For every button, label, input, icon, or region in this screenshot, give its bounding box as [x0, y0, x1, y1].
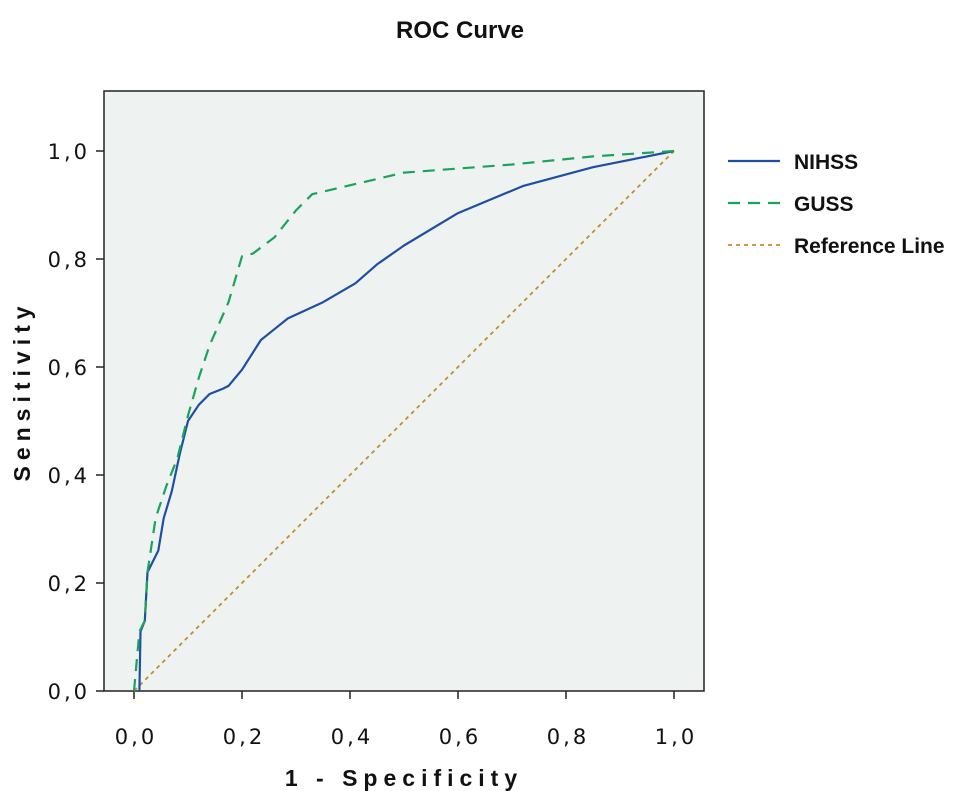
legend-label: NIHSS [794, 151, 858, 174]
legend-label: Reference Line [794, 235, 945, 258]
series-line-nihss [138, 149, 675, 692]
legend: NIHSS GUSS Reference Line [728, 151, 945, 258]
y-tick-label: 1,0 [48, 140, 90, 164]
series-line-guss [132, 149, 675, 692]
x-axis-label: 1 - Specificity [285, 765, 523, 791]
x-tick-label: 0,6 [439, 725, 481, 749]
series-group [132, 149, 675, 692]
y-tick-label: 0,8 [48, 248, 90, 272]
x-tick-label: 0,8 [547, 725, 589, 749]
axis-ticks: 0,0 0,2 0,4 0,6 0,8 1,0 0,0 0,2 0,4 0,6 0,8 1,0 [48, 140, 697, 749]
x-tick-label: 1,0 [655, 725, 697, 749]
x-tick-label: 0,4 [331, 725, 373, 749]
legend-label: GUSS [794, 193, 854, 216]
x-tick-label: 0,2 [223, 725, 265, 749]
y-axis-label: Sensitivity [9, 300, 35, 481]
chart-title: ROC Curve [396, 17, 524, 44]
x-tick-label: 0,0 [115, 725, 157, 749]
y-tick-label: 0,6 [48, 356, 90, 380]
y-tick-label: 0,4 [48, 464, 90, 488]
plot-area [103, 90, 705, 692]
y-tick-label: 0,0 [48, 680, 90, 704]
y-tick-label: 0,2 [48, 572, 90, 596]
